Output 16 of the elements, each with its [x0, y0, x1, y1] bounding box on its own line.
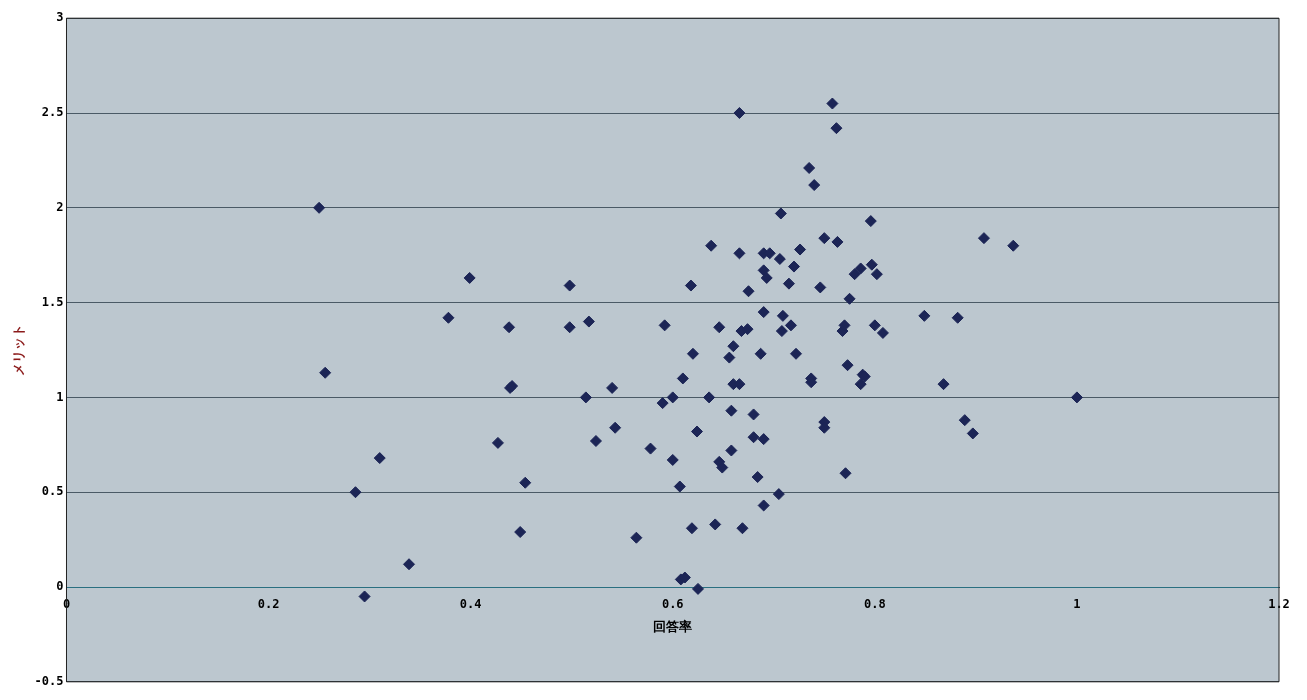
y-tick-label: 2	[56, 199, 64, 214]
y-tick-label: 3	[56, 10, 64, 25]
y-tick-label: 1.5	[41, 294, 64, 309]
x-tick-label: 0.2	[257, 597, 280, 612]
y-tick-label: 0	[56, 579, 64, 594]
x-tick-label: 0.8	[863, 597, 886, 612]
y-tick-label: 2.5	[41, 105, 64, 120]
y-tick-label: 1	[56, 389, 64, 404]
x-tick-label: 1	[1073, 597, 1081, 612]
x-tick-label: 1.2	[1268, 597, 1290, 612]
y-tick-label: 0.5	[41, 484, 64, 499]
x-tick-label: 0.6	[661, 597, 684, 612]
x-tick-label: 0.4	[459, 597, 482, 612]
x-axis-title: 回答率	[653, 618, 693, 634]
y-axis-title: メリット	[11, 324, 27, 376]
y-tick-label: -0.5	[34, 673, 64, 688]
